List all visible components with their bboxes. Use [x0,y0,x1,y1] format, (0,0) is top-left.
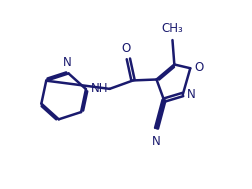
Text: N: N [151,135,160,148]
Text: O: O [194,61,203,74]
Text: N: N [63,56,72,69]
Text: CH₃: CH₃ [161,22,183,35]
Text: O: O [121,42,130,55]
Text: NH: NH [91,82,108,95]
Text: N: N [186,88,195,101]
